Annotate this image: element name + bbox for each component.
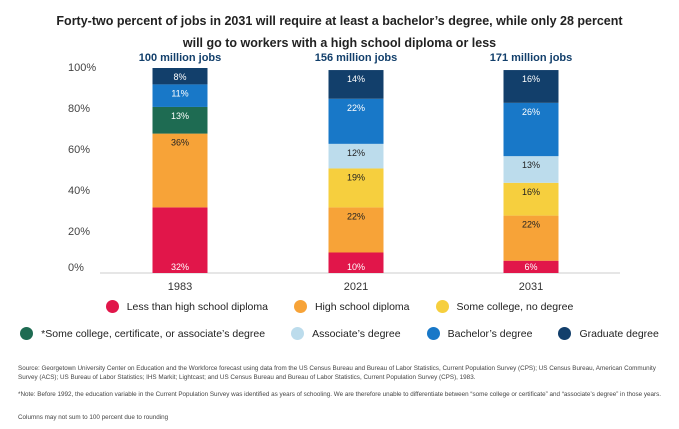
footnote: *Note: Before 1992, the education variab…	[18, 391, 662, 398]
legend-label: Associate’s degree	[312, 327, 401, 340]
bar-segment	[152, 133, 208, 208]
bar-segment	[328, 252, 384, 273]
bar-segment	[152, 207, 208, 273]
legend-label: *Some college, certificate, or associate…	[41, 327, 266, 340]
x-tick-label: 2031	[519, 281, 543, 293]
bar-segment	[503, 156, 559, 183]
data-label: 22%	[522, 220, 540, 230]
legend-item: Bachelor’s degree	[426, 327, 533, 340]
legend-item: Associate’s degree	[291, 327, 401, 340]
chart-title-line-1: Forty-two percent of jobs in 2031 will r…	[56, 14, 623, 28]
data-label: 14%	[347, 74, 365, 84]
source-note: Source: Georgetown University Center on …	[18, 365, 656, 381]
chart-title: Forty-two percent of jobs in 2031 will r…	[0, 10, 679, 54]
bar-total-label: 156 million jobs	[315, 52, 398, 64]
legend-row-1: Less than high school diploma High school…	[0, 300, 679, 313]
bar-segment	[503, 182, 559, 216]
legend-row-2: *Some college, certificate, or associate…	[0, 327, 679, 340]
y-tick-label: 40%	[68, 185, 90, 197]
bar-segment	[328, 143, 384, 169]
legend-swatch	[20, 327, 34, 340]
bar-total-label: 100 million jobs	[139, 52, 222, 64]
y-tick-label: 60%	[68, 144, 90, 156]
legend-swatch	[293, 300, 307, 313]
data-label: 10%	[347, 262, 365, 272]
legend-swatch	[435, 300, 449, 313]
data-label: 8%	[173, 72, 186, 82]
y-tick-label: 20%	[68, 226, 90, 238]
data-label: 11%	[171, 88, 188, 98]
bar-segment	[503, 215, 559, 261]
bar-segment	[503, 102, 559, 157]
chart-title-line-2: will go to workers with a high school di…	[182, 36, 497, 50]
stacked-bar-chart: 0% 20% 40% 60% 80% 100% 32% 36% 13% 11% 8% 100 mill…	[68, 52, 620, 293]
bar-segment	[152, 84, 208, 107]
bar-segment	[328, 98, 384, 144]
y-tick-label: 100%	[68, 62, 96, 74]
legend-label: Graduate degree	[579, 327, 659, 340]
legend-item: High school diploma	[293, 300, 410, 313]
bar-segment	[503, 70, 559, 103]
legend-label: Less than high school diploma	[126, 300, 268, 313]
bar-segment	[152, 106, 208, 134]
bar-total-label: 171 million jobs	[490, 52, 573, 64]
data-label: 19%	[347, 172, 365, 182]
legend-item: Some college, no degree	[435, 300, 574, 313]
data-label: 16%	[522, 187, 540, 197]
rounding-note: Columns may not sum to 100 percent due t…	[18, 414, 169, 421]
data-label: 13%	[171, 111, 189, 121]
bar-segment	[328, 168, 384, 208]
y-tick-label: 0%	[68, 262, 84, 274]
legend-label: Some college, no degree	[456, 300, 574, 313]
legend-swatch	[426, 327, 440, 340]
data-label: 16%	[522, 74, 540, 84]
data-label: 32%	[171, 262, 189, 272]
legend-item: *Some college, certificate, or associate…	[20, 327, 265, 340]
bar-segment	[328, 70, 384, 99]
legend-item: Less than high school diploma	[105, 300, 268, 313]
data-label: 12%	[347, 148, 365, 158]
data-label: 26%	[522, 107, 540, 117]
data-label: 22%	[347, 211, 365, 221]
x-tick-label: 1983	[168, 281, 192, 293]
bar-segment	[503, 260, 559, 273]
data-label: 13%	[522, 160, 540, 170]
bar-segment	[152, 68, 208, 85]
bar-segment	[328, 207, 384, 253]
legend-swatch	[291, 327, 305, 340]
y-tick-label: 80%	[68, 103, 90, 115]
legend-label: Bachelor’s degree	[447, 327, 533, 340]
data-label: 6%	[524, 262, 537, 272]
legend-label: High school diploma	[314, 300, 410, 313]
legend-item: Graduate degree	[558, 327, 659, 340]
x-tick-label: 2021	[344, 281, 368, 293]
legend-swatch	[558, 327, 572, 340]
legend-swatch	[105, 300, 119, 313]
data-label: 22%	[347, 103, 365, 113]
data-label: 36%	[171, 138, 189, 148]
